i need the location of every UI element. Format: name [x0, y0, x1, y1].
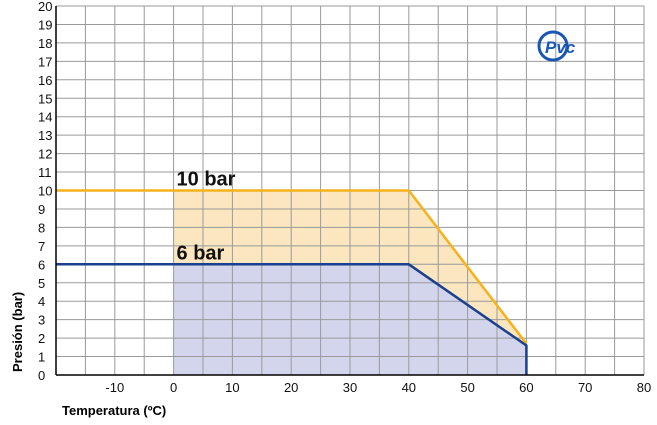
y-tick-label: 20 [38, 0, 52, 14]
x-tick-label: -10 [105, 380, 124, 395]
pvc-logo-icon: Pvc [537, 30, 576, 62]
logo-text: Pvc [545, 38, 576, 57]
x-tick-label: 0 [170, 380, 177, 395]
x-tick-label: 20 [284, 380, 298, 395]
series-line-10-bar [56, 189, 528, 345]
x-tick-label: 50 [460, 380, 474, 395]
y-tick-label: 9 [38, 202, 45, 217]
series-line-6-bar [56, 263, 528, 375]
y-tick-label: 0 [38, 368, 45, 383]
series-lines [56, 189, 528, 375]
y-tick-label: 2 [38, 331, 45, 346]
x-tick-labels: -10 0 10 20 30 40 50 60 70 80 [105, 380, 651, 395]
y-tick-label: 8 [38, 220, 45, 235]
y-tick-label: 17 [38, 54, 52, 69]
y-tick-label: 16 [38, 73, 52, 88]
y-tick-label: 10 [38, 184, 52, 199]
x-tick-label: 60 [519, 380, 533, 395]
y-tick-label: 18 [38, 36, 52, 51]
y-tick-label: 13 [38, 128, 52, 143]
y-tick-label: 19 [38, 17, 52, 32]
y-tick-label: 1 [38, 350, 45, 365]
series-label-10-bar: 10 bar [177, 169, 236, 191]
y-tick-label: 14 [38, 110, 52, 125]
y-tick-label: 5 [38, 276, 45, 291]
axes [55, 6, 644, 376]
x-axis-title: Temperatura (ºC) [62, 403, 166, 418]
x-tick-label: 80 [637, 380, 651, 395]
y-tick-label: 3 [38, 313, 45, 328]
y-axis-title: Presión (bar) [10, 292, 25, 372]
y-tick-label: 4 [38, 294, 45, 309]
x-tick-label: 70 [578, 380, 592, 395]
y-tick-label: 15 [38, 91, 52, 106]
x-tick-label: 40 [402, 380, 416, 395]
x-tick-label: 10 [225, 380, 239, 395]
y-tick-label: 6 [38, 257, 45, 272]
y-tick-label: 11 [38, 165, 52, 180]
series-labels: 10 bar 6 bar [177, 169, 236, 265]
y-tick-label: 7 [38, 239, 45, 254]
series-label-6-bar: 6 bar [177, 242, 225, 264]
x-tick-label: 30 [343, 380, 357, 395]
y-tick-label: 12 [38, 147, 52, 162]
